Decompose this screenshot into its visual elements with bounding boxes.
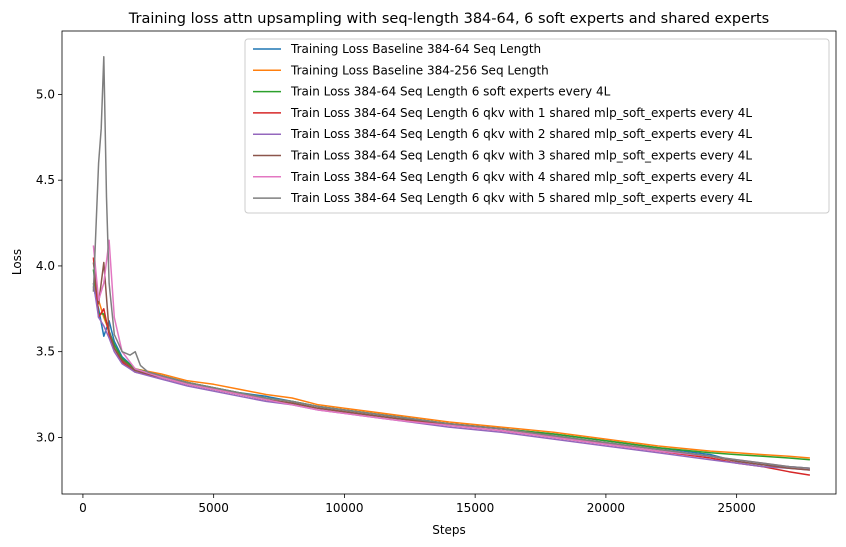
legend-label-3: Train Loss 384-64 Seq Length 6 soft expe…: [290, 85, 611, 99]
legend-label-8: Train Loss 384-64 Seq Length 6 qkv with …: [290, 191, 752, 205]
y-tick-label: 4.0: [36, 259, 55, 273]
legend-label-7: Train Loss 384-64 Seq Length 6 qkv with …: [290, 170, 752, 184]
y-tick-label: 5.0: [36, 87, 55, 101]
series-layer: [92, 55, 811, 476]
x-tick-label: 5000: [198, 501, 229, 515]
legend-label-1: Training Loss Baseline 384-64 Seq Length: [290, 42, 541, 56]
y-tick-label: 3.0: [36, 430, 55, 444]
series-line-8: [92, 55, 810, 470]
y-axis: 3.0 3.5 4.0 4.5 5.0: [36, 87, 62, 444]
x-axis: 0 5000 10000 15000 20000 25000: [79, 494, 756, 515]
plot-frame: [61, 30, 837, 495]
x-tick-label: 25000: [718, 501, 756, 515]
legend-label-2: Training Loss Baseline 384-256 Seq Lengt…: [290, 63, 549, 77]
chart-title: Training loss attn upsampling with seq-l…: [128, 11, 769, 27]
legend: Training Loss Baseline 384-64 Seq Length…: [244, 38, 830, 214]
x-tick-label: 0: [79, 501, 87, 515]
x-tick-label: 15000: [456, 501, 494, 515]
legend-label-4: Train Loss 384-64 Seq Length 6 qkv with …: [290, 106, 752, 120]
legend-label-6: Train Loss 384-64 Seq Length 6 qkv with …: [290, 149, 752, 163]
legend-box: [244, 38, 830, 214]
y-axis-label: Loss: [10, 249, 24, 275]
y-tick-label: 3.5: [36, 345, 55, 359]
x-tick-label: 20000: [587, 501, 625, 515]
x-tick-label: 10000: [325, 501, 363, 515]
x-axis-label: Steps: [432, 523, 466, 537]
y-tick-label: 4.5: [36, 173, 55, 187]
legend-label-5: Train Loss 384-64 Seq Length 6 qkv with …: [290, 127, 752, 141]
